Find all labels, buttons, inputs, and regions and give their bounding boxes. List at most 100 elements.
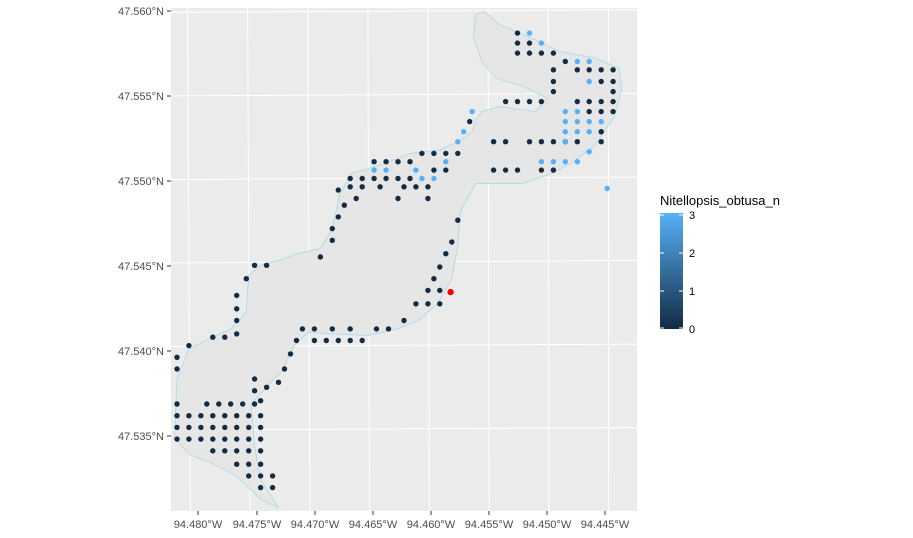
- survey-point: [395, 195, 401, 202]
- survey-point: [287, 351, 294, 357]
- survey-point: [371, 167, 377, 173]
- survey-point: [198, 413, 204, 419]
- survey-point: [598, 98, 604, 105]
- survey-point: [353, 195, 359, 202]
- survey-point: [186, 413, 192, 419]
- survey-point: [251, 376, 258, 382]
- survey-point: [574, 98, 580, 105]
- survey-point: [269, 484, 276, 491]
- survey-point: [610, 108, 616, 115]
- survey-point: [514, 167, 521, 173]
- survey-point: [251, 401, 258, 407]
- survey-point: [610, 78, 616, 85]
- survey-point: [174, 366, 180, 372]
- y-axis: 47.560°N 47.555°N 47.550°N 47.545°N 47.5…: [118, 6, 164, 443]
- x-axis: 94.480°W 94.475°W 94.470°W 94.465°W 94.4…: [174, 519, 630, 531]
- x-tick-label: 94.450°W: [523, 519, 572, 531]
- survey-point: [461, 129, 467, 135]
- survey-point: [246, 448, 252, 454]
- survey-point: [263, 384, 270, 390]
- survey-point: [371, 175, 377, 182]
- survey-point: [586, 149, 592, 155]
- survey-point: [550, 67, 557, 73]
- survey-point: [574, 159, 580, 165]
- survey-point: [234, 436, 240, 442]
- survey-point: [586, 129, 592, 135]
- survey-point: [335, 187, 341, 193]
- survey-point: [455, 139, 461, 145]
- survey-point: [502, 167, 509, 173]
- survey-point: [455, 150, 461, 157]
- survey-point: [598, 78, 604, 85]
- survey-point: [329, 225, 335, 232]
- survey-point: [526, 30, 533, 36]
- y-tick-marks: [167, 10, 171, 437]
- legend-colorbar: [660, 213, 683, 329]
- survey-point: [443, 251, 449, 257]
- survey-point: [257, 473, 264, 479]
- survey-point: [407, 175, 413, 182]
- survey-point: [222, 436, 228, 442]
- survey-point: [550, 78, 557, 85]
- legend-label: 2: [689, 248, 695, 260]
- survey-point: [257, 424, 264, 431]
- survey-point: [413, 301, 419, 307]
- survey-point: [174, 413, 180, 419]
- x-tick-label: 94.465°W: [349, 519, 398, 531]
- highlighted-point: [447, 288, 454, 296]
- survey-point: [222, 413, 228, 419]
- survey-point: [526, 40, 533, 46]
- survey-point: [502, 98, 509, 105]
- survey-point: [234, 413, 240, 419]
- survey-point: [257, 448, 264, 454]
- survey-point: [598, 108, 604, 115]
- survey-point: [335, 337, 341, 344]
- survey-point: [419, 175, 425, 182]
- survey-point: [574, 67, 580, 73]
- survey-point: [598, 118, 604, 125]
- survey-point: [443, 150, 449, 157]
- survey-point: [383, 159, 389, 165]
- survey-point: [550, 88, 557, 95]
- survey-point: [449, 239, 455, 245]
- y-tick-label: 47.545°N: [118, 261, 164, 273]
- survey-point: [251, 388, 258, 394]
- x-tick-marks: [197, 511, 606, 515]
- survey-point: [574, 118, 580, 125]
- survey-point: [401, 317, 407, 324]
- survey-point: [347, 184, 353, 190]
- survey-point: [425, 184, 431, 190]
- survey-point: [490, 167, 497, 173]
- survey-point: [502, 139, 509, 145]
- survey-point: [514, 50, 521, 56]
- survey-point: [526, 50, 533, 56]
- x-tick-label: 94.480°W: [174, 519, 223, 531]
- survey-point: [431, 276, 437, 282]
- survey-point: [210, 424, 216, 431]
- survey-point: [407, 159, 413, 165]
- legend-ticks: [660, 214, 683, 329]
- survey-point: [373, 326, 380, 332]
- survey-point: [222, 334, 228, 340]
- x-tick-label: 94.445°W: [581, 519, 630, 531]
- survey-point: [550, 159, 557, 165]
- survey-point: [246, 424, 252, 431]
- survey-point: [377, 184, 383, 190]
- x-tick-label: 94.455°W: [465, 519, 514, 531]
- survey-point: [538, 50, 545, 56]
- survey-point: [257, 461, 264, 467]
- survey-point: [431, 150, 437, 157]
- survey-point: [359, 337, 365, 344]
- survey-point: [311, 326, 318, 332]
- survey-point: [562, 58, 568, 65]
- survey-point: [281, 366, 288, 372]
- survey-point: [514, 30, 521, 36]
- survey-point: [204, 401, 210, 407]
- survey-point: [246, 473, 252, 479]
- survey-point: [514, 40, 521, 46]
- survey-point: [574, 58, 580, 65]
- survey-point: [198, 424, 204, 431]
- survey-point: [383, 167, 389, 173]
- survey-point: [234, 306, 240, 312]
- survey-point: [437, 264, 443, 270]
